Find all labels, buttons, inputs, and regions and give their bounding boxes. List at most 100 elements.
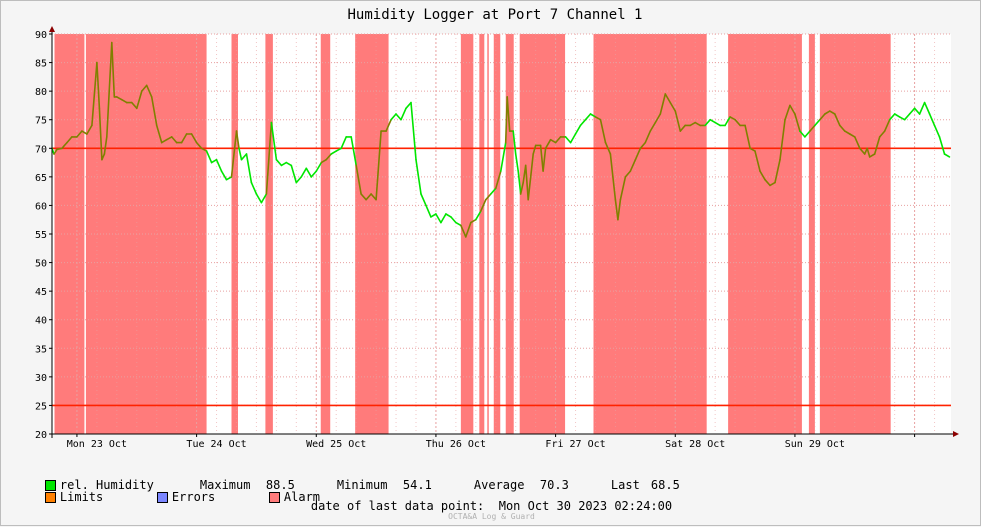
humidity-series-segment xyxy=(160,138,168,144)
humidity-series-segment xyxy=(923,101,931,115)
humidity-series-segment xyxy=(554,136,562,144)
humidity-series-segment xyxy=(873,136,881,155)
humidity-series-segment xyxy=(96,61,101,110)
x-axis-arrow xyxy=(953,431,959,437)
humidity-series-segment xyxy=(145,84,153,98)
humidity-series-segment xyxy=(205,150,213,164)
humidity-series-segment xyxy=(275,158,283,167)
humidity-series-segment xyxy=(53,148,58,155)
humidity-series-segment xyxy=(784,104,791,121)
humidity-series-segment xyxy=(853,136,861,150)
humidity-series-segment xyxy=(709,118,717,124)
legend-row-stats: rel. Humidity Maximum 88.5 Minimum 54.1 Avera… xyxy=(16,464,680,506)
humidity-series-segment xyxy=(532,144,537,155)
humidity-series-segment xyxy=(305,167,313,178)
y-tick-label: 80 xyxy=(35,87,47,98)
humidity-series-segment xyxy=(514,153,520,172)
humidity-series-segment xyxy=(210,158,218,164)
humidity-series-segment xyxy=(579,118,587,127)
y-tick-label: 65 xyxy=(35,173,47,184)
humidity-series-segment xyxy=(774,158,781,184)
humidity-series-segment xyxy=(265,121,273,195)
humidity-series-segment xyxy=(769,181,776,187)
humidity-series-segment xyxy=(542,147,547,172)
humidity-series-segment xyxy=(315,161,323,172)
humidity-series-segment xyxy=(190,133,198,144)
alarm-band xyxy=(728,34,802,434)
humidity-series-segment xyxy=(280,161,288,167)
humidity-series-segment xyxy=(629,158,637,172)
grid-lines xyxy=(52,33,951,435)
humidity-series-segment xyxy=(764,178,771,187)
humidity-series-segment xyxy=(335,147,343,152)
errors-legend-label: Errors xyxy=(171,490,216,504)
humidity-series-segment xyxy=(599,118,607,144)
x-tick-label: Fri 27 Oct xyxy=(545,439,605,450)
humidity-series-segment xyxy=(868,153,876,158)
humidity-series-segment xyxy=(479,198,487,212)
humidity-series-segment xyxy=(395,113,402,121)
y-tick-label: 50 xyxy=(35,259,47,270)
y-tick-label: 55 xyxy=(35,230,47,241)
humidity-series-segment xyxy=(744,124,751,150)
humidity-series-segment xyxy=(569,133,577,144)
humidity-series-segment xyxy=(290,164,298,184)
humidity-series-segment xyxy=(499,141,507,172)
humidity-series-segment xyxy=(489,187,497,195)
humidity-series-segment xyxy=(749,147,756,152)
humidity-series-segment xyxy=(779,118,786,161)
last-label: Last xyxy=(610,478,640,492)
humidity-series-segment xyxy=(240,153,248,161)
humidity-series-segment xyxy=(694,121,702,127)
alarm-band xyxy=(355,34,389,434)
humidity-series-segment xyxy=(814,118,821,127)
humidity-series-segment xyxy=(385,118,392,132)
humidity-series-segment xyxy=(474,210,482,221)
maximum-label: Maximum xyxy=(199,478,251,492)
minimum-value: 54.1 xyxy=(402,478,432,492)
humidity-series-segment xyxy=(111,41,116,98)
y-tick-label: 85 xyxy=(35,59,47,70)
humidity-series-segment xyxy=(101,153,106,161)
humidity-series-segment xyxy=(464,221,472,238)
humidity-series-segment xyxy=(724,116,731,127)
humidity-series-segment xyxy=(66,136,73,144)
humidity-series-segment xyxy=(704,118,712,127)
humidity-series-segment xyxy=(759,170,766,181)
humidity-series-segment xyxy=(150,96,158,127)
humidity-series-segment xyxy=(484,193,492,201)
maximum-value: 88.5 xyxy=(265,478,295,492)
y-tick-label: 20 xyxy=(35,430,47,441)
x-tick-label: Wed 25 Oct xyxy=(306,439,366,450)
humidity-series-segment xyxy=(544,138,552,150)
humidity-series-segment xyxy=(612,176,617,201)
humidity-series-segment xyxy=(250,181,258,195)
humidity-series-segment xyxy=(754,150,761,172)
humidity-series-segment xyxy=(824,110,831,115)
humidity-series-segment xyxy=(310,170,318,178)
y-tick-label: 35 xyxy=(35,344,47,355)
humidity-series-segment xyxy=(155,124,163,144)
humidity-series-segment xyxy=(674,110,682,132)
humidity-series-segment xyxy=(131,101,138,110)
x-tick-label: Thu 26 Oct xyxy=(426,439,486,450)
humidity-series-segment xyxy=(200,147,208,152)
humidity-series-segment xyxy=(512,130,517,155)
humidity-series-segment xyxy=(350,136,358,167)
humidity-series-segment xyxy=(136,90,143,110)
humidity-legend-swatch xyxy=(44,480,56,491)
humidity-series-segment xyxy=(689,121,697,127)
x-tick-label: Sun 29 Oct xyxy=(785,439,845,450)
alarm-band xyxy=(519,34,566,434)
x-tick-label: Sat 28 Oct xyxy=(665,439,725,450)
humidity-series-segment xyxy=(819,113,826,121)
humidity-series-segment xyxy=(330,150,338,155)
humidity-series-segment xyxy=(634,147,642,161)
humidity-series-segment xyxy=(734,118,741,127)
alarm-band xyxy=(85,34,207,434)
alarm-legend-swatch xyxy=(268,492,280,503)
humidity-series-segment xyxy=(445,213,452,218)
humidity-series-segment xyxy=(215,158,223,172)
humidity-series-segment xyxy=(245,153,253,184)
humidity-series-segment xyxy=(238,147,243,161)
